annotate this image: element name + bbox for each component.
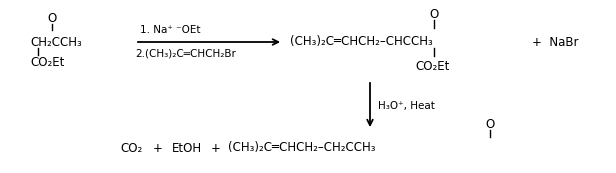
Text: 2.(CH₃)₂C═CHCH₂Br: 2.(CH₃)₂C═CHCH₂Br (135, 49, 236, 59)
Text: +: + (211, 142, 221, 154)
Text: O: O (429, 8, 439, 21)
Text: (CH₃)₂C═CHCH₂–CHCCH₃: (CH₃)₂C═CHCH₂–CHCCH₃ (290, 35, 433, 48)
Text: +: + (153, 142, 163, 154)
Text: CO₂Et: CO₂Et (415, 60, 450, 72)
Text: CO₂Et: CO₂Et (30, 56, 65, 69)
Text: O: O (47, 11, 57, 25)
Text: O: O (485, 119, 495, 131)
Text: +  NaBr: + NaBr (532, 35, 578, 48)
Text: 1. Na⁺ ⁻OEt: 1. Na⁺ ⁻OEt (140, 25, 200, 35)
Text: CH₂CCH₃: CH₂CCH₃ (30, 35, 82, 48)
Text: (CH₃)₂C═CHCH₂–CH₂CCH₃: (CH₃)₂C═CHCH₂–CH₂CCH₃ (228, 142, 376, 154)
Text: EtOH: EtOH (172, 142, 202, 154)
Text: CO₂: CO₂ (120, 142, 142, 154)
Text: H₃O⁺, Heat: H₃O⁺, Heat (378, 101, 435, 111)
